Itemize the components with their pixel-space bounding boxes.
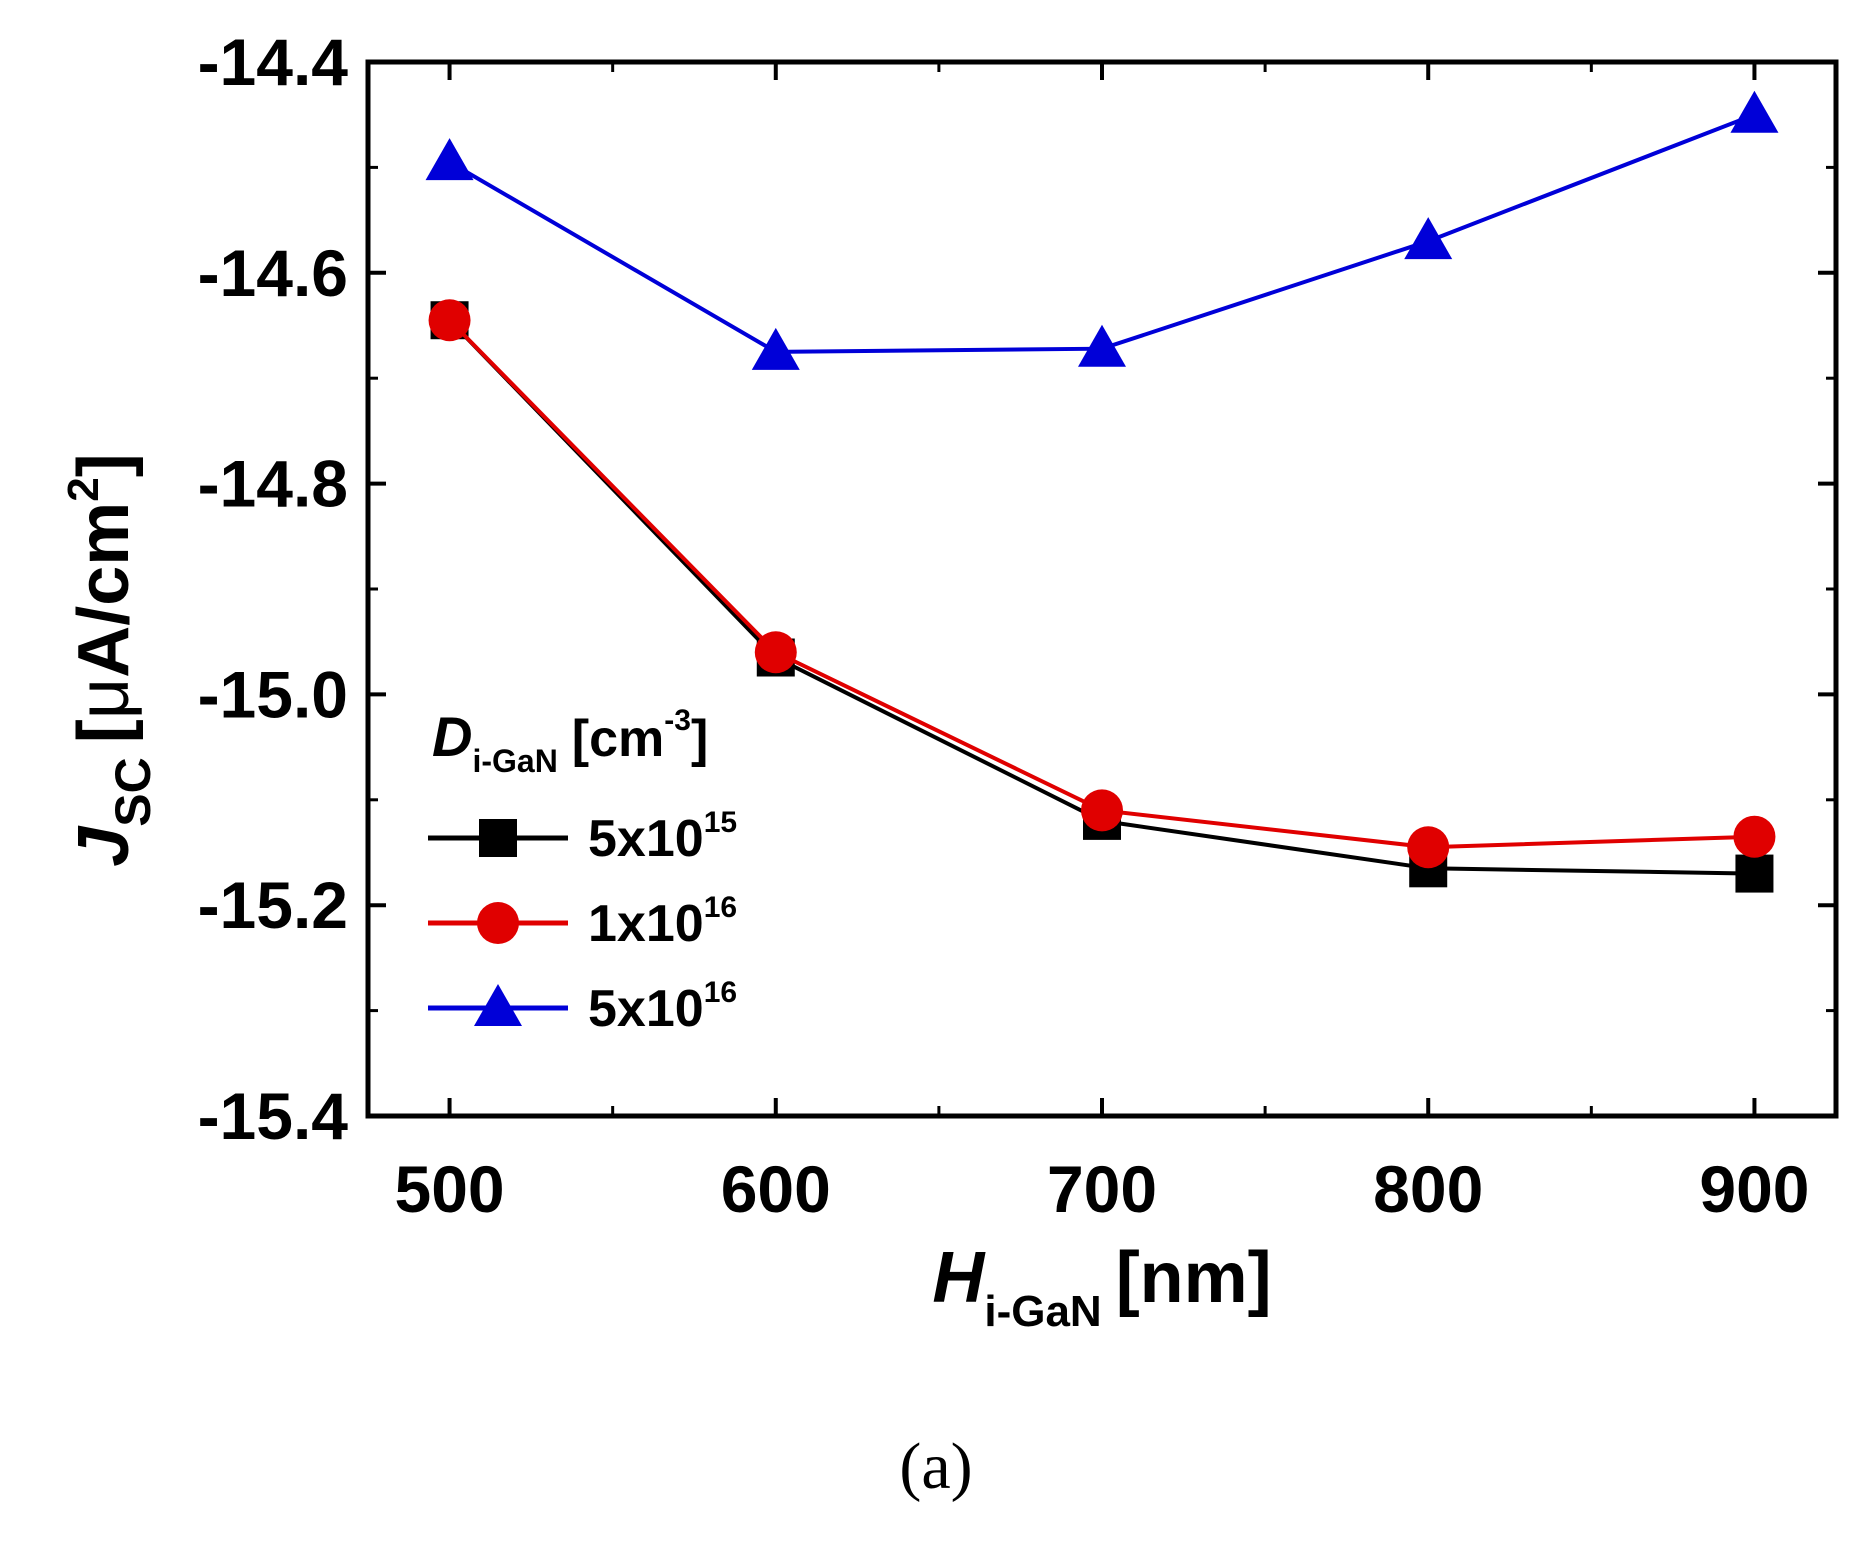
plot-frame — [365, 59, 1839, 1119]
x-tick-label: 600 — [721, 1152, 831, 1226]
series-circle — [428, 299, 1776, 869]
y-tick-label: -14.8 — [198, 447, 348, 521]
data-point — [1735, 854, 1774, 893]
series-layer — [425, 90, 1779, 893]
legend-label: 1x1016 — [588, 891, 737, 953]
legend-label: 5x1015 — [588, 806, 737, 868]
data-point — [1730, 90, 1779, 133]
y-tick-labels: -14.4 -14.6 -14.8 -15.0 -15.2 -15.4 — [198, 25, 349, 1153]
x-tick-label: 500 — [394, 1152, 504, 1226]
x-tick-label: 700 — [1047, 1152, 1157, 1226]
y-tick-label: -15.2 — [198, 868, 348, 942]
data-point — [751, 327, 800, 370]
data-point — [1081, 789, 1123, 832]
y-tick-label: -14.4 — [198, 25, 349, 99]
y-tick-label: -15.4 — [198, 1079, 349, 1153]
x-tick-labels: 500 600 700 800 900 — [394, 1152, 1809, 1226]
series-line — [448, 318, 1755, 850]
legend-marker — [477, 902, 519, 944]
y-axis-title: JSC[μA/cm2] — [59, 453, 161, 867]
x-tick-label: 900 — [1699, 1152, 1809, 1226]
y-tick-label: -15.0 — [198, 657, 348, 731]
legend-title: Di-GaN [cm-3] — [432, 704, 708, 779]
data-point — [1404, 217, 1453, 260]
data-point — [425, 138, 474, 181]
legend-marker — [479, 819, 517, 857]
legend: Di-GaN [cm-3] 5x1015 1x1016 5x1016 — [428, 704, 737, 1038]
data-point — [1078, 324, 1126, 367]
figure-caption: (a) — [899, 1430, 972, 1503]
legend-marker — [474, 984, 522, 1026]
legend-entry: 1x1016 — [428, 891, 737, 953]
legend-entry: 5x1016 — [428, 976, 737, 1038]
axis-ticks — [368, 60, 1836, 1118]
y-tick-label: -14.6 — [198, 236, 348, 310]
series-triangle — [425, 90, 1779, 370]
data-point — [1407, 826, 1450, 869]
legend-entry: 5x1015 — [428, 806, 737, 868]
legend-label: 5x1016 — [588, 976, 737, 1038]
data-point — [428, 299, 471, 342]
legend-entries: 5x1015 1x1016 5x1016 — [428, 806, 737, 1038]
data-point — [754, 631, 797, 674]
x-axis-title: Hi-GaN [nm] — [932, 1238, 1271, 1336]
data-point — [1733, 815, 1776, 858]
series-line — [448, 112, 1756, 354]
x-tick-label: 800 — [1373, 1152, 1483, 1226]
